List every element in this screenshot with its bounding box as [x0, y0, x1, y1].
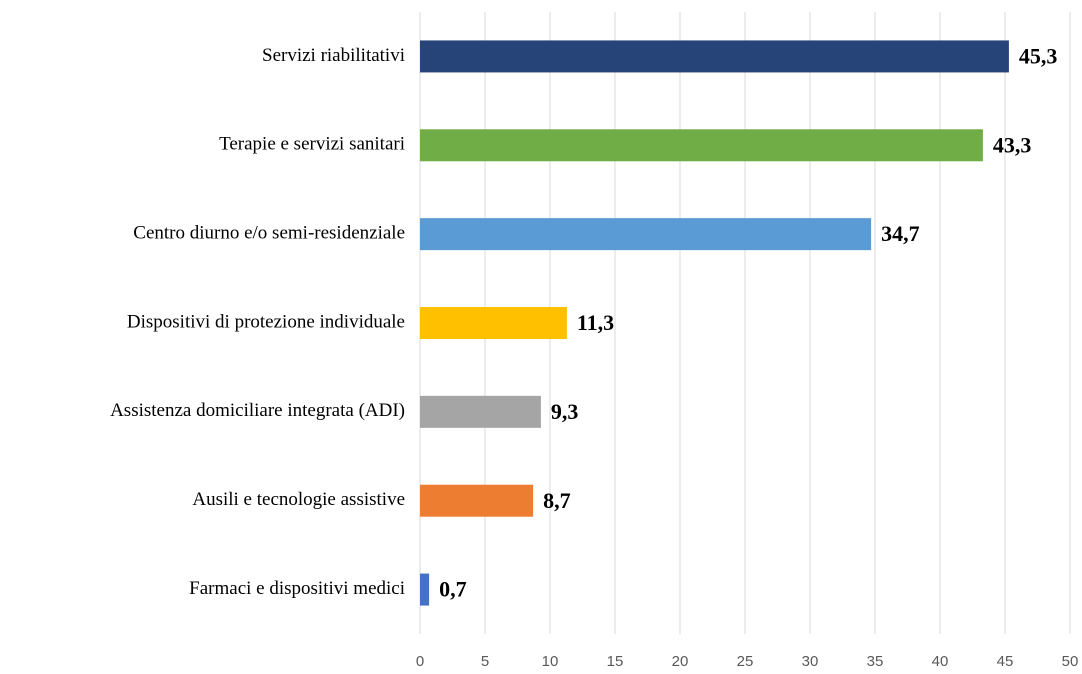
x-tick-label: 25 — [737, 653, 754, 670]
x-tick-label: 0 — [416, 653, 424, 670]
x-tick-label: 50 — [1062, 653, 1079, 670]
category-label: Farmaci e dispositivi medici — [189, 578, 405, 599]
x-tick-label: 15 — [607, 653, 624, 670]
category-label: Ausili e tecnologie assistive — [192, 489, 405, 510]
x-tick-label: 10 — [542, 653, 559, 670]
bar — [420, 40, 1009, 73]
category-label: Centro diurno e/o semi-residenziale — [133, 223, 405, 244]
value-label: 45,3 — [1019, 43, 1058, 68]
x-tick-label: 40 — [932, 653, 949, 670]
value-label: 8,7 — [543, 488, 571, 513]
category-label: Assistenza domiciliare integrata (ADI) — [110, 400, 405, 421]
value-label: 34,7 — [881, 221, 920, 246]
bar — [420, 395, 541, 428]
bar — [420, 218, 872, 251]
x-tick-label: 20 — [672, 653, 689, 670]
value-label: 9,3 — [551, 399, 579, 424]
bar — [420, 129, 983, 162]
value-label: 0,7 — [439, 577, 467, 602]
x-tick-label: 35 — [867, 653, 884, 670]
x-tick-label: 30 — [802, 653, 819, 670]
value-label: 43,3 — [993, 132, 1032, 157]
bar — [420, 484, 534, 517]
category-label: Terapie e servizi sanitari — [219, 134, 405, 155]
category-label: Servizi riabilitativi — [262, 45, 405, 66]
x-tick-label: 5 — [481, 653, 489, 670]
category-label: Dispositivi di protezione individuale — [127, 311, 405, 332]
x-tick-label: 45 — [997, 653, 1014, 670]
value-label: 11,3 — [577, 310, 614, 335]
bar — [420, 307, 567, 339]
bar — [420, 573, 430, 606]
